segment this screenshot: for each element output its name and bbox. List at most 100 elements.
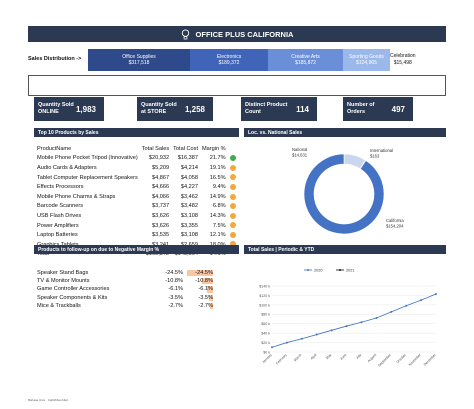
periodic-line-chart: $0 k $20 k $40 k $60 k $80 k $100 k $120 k $140…: [244, 260, 446, 370]
databar-fill: [210, 302, 213, 309]
margin-percent: -6.1%: [168, 286, 183, 293]
margin-percent: 19.1%: [209, 164, 226, 171]
legend-marker: [339, 269, 341, 271]
margin-percent: 21.7%: [209, 155, 226, 162]
column-header: Total Sales: [141, 145, 170, 152]
margin-percent: 14.9%: [209, 193, 226, 200]
product-name: Speaker Components & Kits: [37, 294, 108, 301]
orange-circle-icon: [229, 203, 236, 210]
segment-value: $189,372: [218, 60, 240, 66]
kpi-label: Distinct Product Count: [245, 102, 288, 115]
filter-box[interactable]: [28, 75, 446, 96]
margin-databar: -6.1%: [185, 285, 215, 293]
margin-percent: 12.1%: [209, 232, 226, 239]
x-tick-label: September: [377, 352, 392, 367]
product-name: Game Controller Accessories: [37, 286, 110, 293]
data-point-2020: [375, 317, 378, 320]
product-name: Mice & Trackballs: [37, 302, 81, 309]
table-row: Speaker Components & Kits -3.5% -3.5%: [35, 294, 215, 302]
data-point-2020: [315, 333, 318, 336]
data-point-2020: [345, 325, 348, 328]
y-tick-label: $140 k: [259, 284, 270, 288]
table-row: Speaker Stand Bags -24.5% -24.5%: [35, 269, 215, 277]
margin-databar: -24.5%: [185, 269, 215, 277]
total-sales: $3,535: [152, 232, 170, 239]
margin-indicator: [228, 211, 238, 221]
series-line-2020: [271, 293, 437, 348]
product-name: Barcode Scanners: [37, 203, 84, 210]
orange-circle-icon: [229, 164, 236, 171]
slice-label-name: International: [370, 148, 393, 153]
margin-percent: 9.4%: [212, 184, 226, 191]
product-name: Graphics Tablets: [35, 240, 140, 250]
margin-percent: 14.1%: [209, 251, 226, 258]
total-cost: $4,227: [180, 184, 198, 191]
data-point-2020: [420, 299, 423, 302]
orange-circle-icon: [229, 231, 236, 238]
y-tick-label: $120 k: [259, 294, 270, 298]
total-sales: $3,626: [152, 222, 170, 229]
table-row: Audio Cards & Adapters $5,209 $4,214 19.1%: [35, 163, 238, 173]
x-tick-label: July: [355, 353, 362, 360]
slice-label-value: $154,204: [386, 224, 404, 229]
total-sales: $169,372: [145, 251, 170, 258]
margin-indicator: [228, 240, 238, 250]
table-row: TV & Monitor Mounts -10.8% -10.8%: [35, 277, 215, 285]
databar-fill: [206, 286, 213, 293]
distribution-segment: Celebration $15,498: [390, 53, 416, 66]
column-header: Total Cost: [173, 145, 198, 152]
data-point-2020: [330, 329, 333, 332]
margin-percent: 14.3%: [209, 212, 226, 219]
x-tick-label: August: [367, 353, 377, 363]
segment-name: Creative Arts: [291, 53, 320, 60]
segment-value: $15,498: [393, 59, 412, 66]
y-tick-label: $80 k: [261, 313, 270, 317]
product-name: Effects Processors: [37, 184, 84, 191]
orange-circle-icon: [229, 241, 236, 248]
legend-label: 2020: [314, 268, 322, 272]
total-cost: $3,108: [180, 232, 198, 239]
product-name: USB Flash Drives: [37, 212, 82, 219]
x-tick-label: November: [408, 352, 423, 367]
product-name: TV & Monitor Mounts: [37, 278, 90, 285]
data-point-2020: [405, 304, 408, 307]
x-tick-label: March: [293, 353, 303, 363]
negative-margin-table: Speaker Stand Bags -24.5% -24.5% TV & Monit…: [35, 269, 215, 310]
segment-name: Sporting Goods: [349, 53, 384, 60]
table-row: Game Controller Accessories -6.1% -6.1%: [35, 285, 215, 293]
data-point-2020: [390, 310, 393, 313]
data-point-2020: [360, 321, 363, 324]
lightbulb-icon: [181, 28, 189, 39]
table-row: Power Amplifiers $3,626 $3,355 7.5%: [35, 221, 238, 231]
kpi-number-of-orders: Number of Orders 497: [343, 97, 413, 121]
national-panel-header: Loc. vs. National Sales: [244, 128, 446, 137]
margin-databar: -2.7%: [185, 302, 215, 310]
total-cost: $3,108: [180, 212, 198, 219]
orange-circle-icon: [229, 212, 236, 219]
kpi-label: Quantity Sold ONLINE: [38, 102, 74, 115]
distribution-segment: Sporting Goods $124,905: [343, 49, 390, 71]
margin-indicator: [228, 230, 238, 240]
kpi-value: 114: [296, 104, 309, 114]
kpi-quantity-store: Quantity Sold at STORE 1,258: [137, 97, 213, 121]
table-row: Effects Processors $4,666 $4,227 9.4%: [35, 182, 238, 192]
databar-label: -3.5%: [198, 294, 213, 301]
margin-percent: 18.0%: [200, 240, 228, 250]
product-name: Mobile Phone Pocket Tripod (Innovative): [37, 155, 138, 162]
product-name: Audio Cards & Adapters: [37, 164, 97, 171]
dashboard-title-bar: OFFICE PLUS CALIFORNIA: [28, 26, 446, 42]
total-sales: $3,737: [152, 203, 170, 210]
total-cost: $3,462: [180, 193, 198, 200]
x-tick-label: February: [275, 353, 288, 366]
slice-label-name: California: [386, 218, 404, 223]
margin-percent: -10.8%: [165, 278, 183, 285]
total-sales: $4,867: [152, 174, 170, 181]
table-row: Mobile Phone Charms & Straps $4,066 $3,462…: [35, 192, 238, 202]
total-cost: $16,387: [177, 155, 198, 162]
orange-circle-icon: [229, 193, 236, 200]
margin-percent: -24.5%: [165, 270, 183, 277]
x-tick-label: December: [423, 352, 438, 367]
slice-label-value: $163: [370, 154, 380, 159]
product-name: Laptop Batteries: [37, 232, 78, 239]
margin-indicator: [228, 202, 238, 212]
